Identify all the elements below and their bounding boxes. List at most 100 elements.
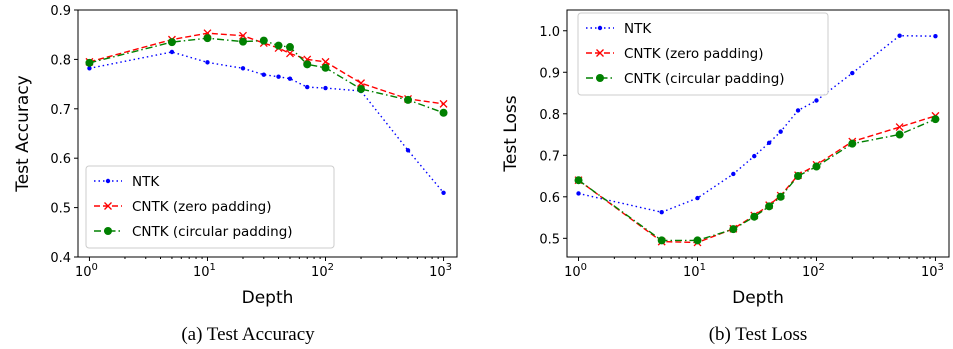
data-point xyxy=(357,79,366,88)
data-point xyxy=(931,115,940,124)
data-point xyxy=(439,99,448,108)
data-point xyxy=(439,108,448,117)
plot-area xyxy=(574,33,940,247)
data-point xyxy=(305,84,310,90)
data-point xyxy=(240,66,246,71)
data-point xyxy=(812,162,821,171)
legend-entry: NTK xyxy=(586,21,652,37)
x-tick-label: 101 xyxy=(193,262,216,280)
data-point xyxy=(239,37,248,46)
x-axis-label: Depth xyxy=(732,288,784,308)
data-point xyxy=(574,176,583,185)
data-point xyxy=(321,57,330,66)
series-line xyxy=(578,34,936,213)
data-point xyxy=(659,209,664,215)
data-point xyxy=(441,190,446,195)
y-tick-label: 1.0 xyxy=(539,25,560,40)
caption: (b) Test Loss xyxy=(709,324,808,345)
x-tick-label: 100 xyxy=(75,262,98,280)
data-point xyxy=(285,43,294,52)
data-point xyxy=(895,130,904,139)
legend-marker xyxy=(597,25,603,31)
data-point xyxy=(766,140,772,146)
legend-label: CNTK (circular padding) xyxy=(132,224,293,240)
x-tick-label: 102 xyxy=(802,262,825,280)
y-tick-label: 0.6 xyxy=(50,152,71,167)
series-line xyxy=(89,37,444,114)
legend-label: NTK xyxy=(132,174,160,190)
data-point xyxy=(848,139,857,148)
legend-marker xyxy=(596,74,604,82)
data-point xyxy=(776,192,785,201)
legend-marker xyxy=(104,227,112,235)
y-tick-label: 0.8 xyxy=(539,108,560,123)
data-point xyxy=(657,236,666,245)
legend: NTK CNTK (zero padding) CNTK (circular pad… xyxy=(85,165,335,249)
series-2 xyxy=(574,115,940,245)
legend-marker xyxy=(105,178,111,184)
y-tick-label: 0.9 xyxy=(539,66,560,81)
data-point xyxy=(323,85,328,91)
data-point xyxy=(259,36,268,45)
data-point xyxy=(695,195,700,201)
y-tick-label: 0.6 xyxy=(539,191,560,206)
data-point xyxy=(404,95,413,104)
legend-entry: CNTK (circular padding) xyxy=(94,224,293,240)
data-point xyxy=(203,34,212,43)
x-axis-label: Depth xyxy=(242,288,294,308)
data-point xyxy=(239,31,247,40)
axes-frame xyxy=(77,9,458,258)
data-point xyxy=(303,60,312,69)
legend: NTK CNTK (zero padding) CNTK (circular pad… xyxy=(577,12,829,96)
data-point xyxy=(778,129,783,134)
data-point xyxy=(287,76,293,81)
legend-entry: NTK xyxy=(94,174,160,190)
legend-entry: CNTK (circular padding) xyxy=(586,71,785,87)
series-0 xyxy=(576,33,938,215)
data-point xyxy=(85,58,94,67)
legend-entry: CNTK (zero padding) xyxy=(94,199,272,215)
y-tick-label: 0.5 xyxy=(50,202,71,217)
data-point xyxy=(794,172,803,181)
x-tick-label: 103 xyxy=(921,262,944,280)
data-point xyxy=(87,66,92,71)
data-point xyxy=(274,41,283,50)
data-point xyxy=(357,85,366,94)
legend-marker xyxy=(596,49,604,57)
data-point xyxy=(729,225,738,234)
legend-marker xyxy=(104,202,112,210)
y-tick-label: 0.7 xyxy=(50,103,71,118)
y-axis-label: Test Loss xyxy=(501,95,521,172)
axes-frame xyxy=(566,9,950,258)
chart-loss: 0.5 0.6 0.7 0.8 0.9 1.0 100 101 102 103 Depth Test … xyxy=(501,9,950,345)
data-point xyxy=(850,70,855,76)
x-tick-label: 101 xyxy=(683,262,706,280)
legend-entry: CNTK (zero padding) xyxy=(586,46,764,62)
legend-frame xyxy=(577,12,829,96)
data-point xyxy=(752,153,757,159)
y-axis-label: Test Accuracy xyxy=(13,75,33,193)
y-tick-label: 0.8 xyxy=(50,53,71,68)
series-1 xyxy=(574,111,940,247)
plot-area xyxy=(85,29,448,195)
y-tick-label: 0.9 xyxy=(50,4,71,19)
x-tick-label: 100 xyxy=(564,262,587,280)
data-point xyxy=(731,171,736,177)
data-point xyxy=(321,63,330,72)
series-line xyxy=(578,115,936,244)
data-point xyxy=(895,123,904,132)
y-tick-label: 0.7 xyxy=(539,149,560,164)
data-point xyxy=(405,148,411,153)
data-point xyxy=(276,74,281,79)
x-tick-label: 102 xyxy=(311,262,334,280)
series-line xyxy=(578,118,936,242)
data-point xyxy=(795,108,801,113)
data-point xyxy=(576,191,581,196)
data-point xyxy=(897,33,902,38)
data-point xyxy=(286,49,294,58)
data-point xyxy=(693,236,702,245)
data-point xyxy=(750,212,759,221)
x-tick-label: 103 xyxy=(429,262,452,280)
series-line xyxy=(89,32,444,105)
caption: (a) Test Accuracy xyxy=(181,324,315,345)
